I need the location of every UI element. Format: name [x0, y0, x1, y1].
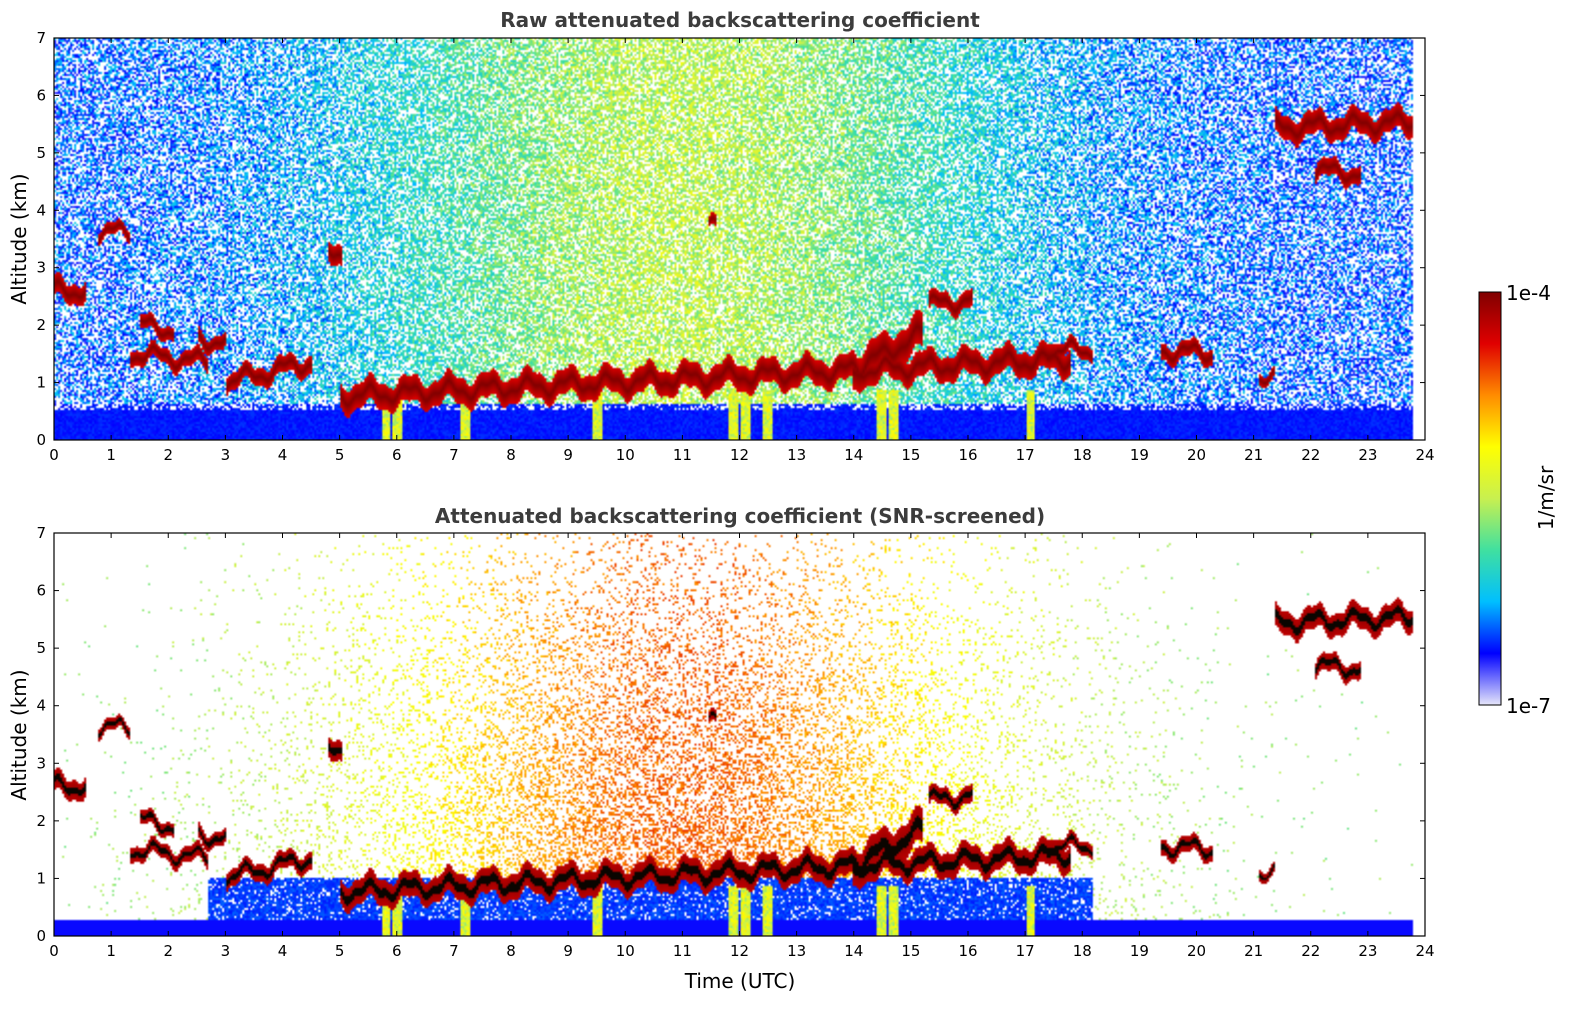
bottom-x-tick-label: 10: [616, 942, 635, 960]
colorbar-unit-label: 1/m/sr: [1534, 465, 1558, 530]
top-x-tick-label: 9: [563, 446, 573, 464]
top-x-tick-label: 7: [449, 446, 459, 464]
bottom-y-tick-label: 4: [36, 697, 46, 715]
bottom-y-tick-label: 2: [36, 812, 46, 830]
top-panel: Raw attenuated backscattering coefficien…: [7, 8, 1435, 464]
bottom-y-tick-label: 3: [36, 754, 46, 772]
top-x-tick-label: 23: [1358, 446, 1377, 464]
top-x-tick-label: 18: [1073, 446, 1092, 464]
colorbar-gradient: [1478, 291, 1502, 706]
top-x-tick-label: 16: [958, 446, 977, 464]
bottom-x-tick-label: 16: [958, 942, 977, 960]
bottom-x-tick-label: 12: [730, 942, 749, 960]
top-x-tick-label: 0: [49, 446, 59, 464]
top-backscatter-heatmap: [54, 38, 1425, 440]
top-y-tick-label: 6: [36, 86, 46, 104]
top-chart-title: Raw attenuated backscattering coefficien…: [500, 8, 980, 32]
x-axis-label: Time (UTC): [684, 969, 796, 993]
bottom-x-tick-label: 18: [1073, 942, 1092, 960]
top-x-tick-label: 3: [221, 446, 231, 464]
bottom-x-tick-label: 11: [673, 942, 692, 960]
top-y-axis-label: Altitude (km): [7, 173, 31, 304]
top-x-tick-label: 14: [844, 446, 863, 464]
bottom-x-tick-label: 17: [1016, 942, 1035, 960]
bottom-y-axis: 0 1 2 3 4 5 6 7: [36, 524, 1425, 945]
top-x-tick-label: 4: [278, 446, 288, 464]
bottom-x-tick-label: 6: [392, 942, 402, 960]
bottom-x-tick-label: 5: [335, 942, 345, 960]
top-x-tick-label: 15: [901, 446, 920, 464]
bottom-chart-title: Attenuated backscattering coefficient (S…: [435, 504, 1045, 528]
bottom-panel: Attenuated backscattering coefficient (S…: [7, 504, 1435, 993]
colorbar-max-label: 1e-4: [1506, 281, 1551, 305]
top-x-tick-label: 5: [335, 446, 345, 464]
bottom-x-tick-label: 2: [163, 942, 173, 960]
top-x-tick-label: 2: [163, 446, 173, 464]
bottom-y-tick-label: 5: [36, 639, 46, 657]
bottom-backscatter-heatmap: [54, 533, 1425, 936]
bottom-x-tick-label: 7: [449, 942, 459, 960]
bottom-x-tick-label: 19: [1130, 942, 1149, 960]
top-y-axis: 0 1 2 3 4 5 6 7: [36, 29, 1425, 449]
bottom-y-tick-label: 7: [36, 524, 46, 542]
bottom-y-tick-label: 6: [36, 582, 46, 600]
colorbar: 1e-4 1e-7 1/m/sr: [1478, 281, 1558, 718]
bottom-x-tick-label: 22: [1301, 942, 1320, 960]
top-x-tick-label: 24: [1415, 446, 1434, 464]
top-x-axis: 0 1 2 3 4 5 6 7 8 9 10 11 12 13 14 15 16 17 18 19 20 21 22 23 24: [49, 38, 1435, 464]
bottom-y-tick-label: 1: [36, 869, 46, 887]
top-x-tick-label: 21: [1244, 446, 1263, 464]
top-y-tick-label: 4: [36, 201, 46, 219]
bottom-x-tick-label: 14: [844, 942, 863, 960]
bottom-x-tick-label: 20: [1187, 942, 1206, 960]
top-x-tick-label: 22: [1301, 446, 1320, 464]
top-x-tick-label: 6: [392, 446, 402, 464]
bottom-x-tick-label: 21: [1244, 942, 1263, 960]
top-y-tick-label: 1: [36, 374, 46, 392]
bottom-x-tick-label: 8: [506, 942, 516, 960]
top-y-tick-label: 0: [36, 431, 46, 449]
bottom-x-tick-label: 0: [49, 942, 59, 960]
top-x-tick-label: 8: [506, 446, 516, 464]
top-x-tick-label: 20: [1187, 446, 1206, 464]
top-x-tick-label: 10: [616, 446, 635, 464]
top-x-tick-label: 1: [106, 446, 116, 464]
bottom-x-axis: 0 1 2 3 4 5 6 7 8 9 10 11 12 13 14 15 16 17 18 19 20 21 22 23 24: [49, 533, 1435, 960]
colorbar-min-label: 1e-7: [1506, 694, 1551, 718]
top-y-tick-label: 5: [36, 144, 46, 162]
top-x-tick-label: 19: [1130, 446, 1149, 464]
top-x-tick-label: 17: [1016, 446, 1035, 464]
top-y-tick-label: 7: [36, 29, 46, 47]
bottom-x-tick-label: 23: [1358, 942, 1377, 960]
top-y-tick-label: 2: [36, 316, 46, 334]
bottom-x-tick-label: 24: [1415, 942, 1434, 960]
top-x-tick-label: 11: [673, 446, 692, 464]
bottom-x-tick-label: 15: [901, 942, 920, 960]
bottom-x-tick-label: 3: [221, 942, 231, 960]
bottom-y-tick-label: 0: [36, 927, 46, 945]
bottom-x-tick-label: 1: [106, 942, 116, 960]
bottom-x-tick-label: 4: [278, 942, 288, 960]
top-x-tick-label: 12: [730, 446, 749, 464]
top-y-tick-label: 3: [36, 259, 46, 277]
bottom-x-tick-label: 9: [563, 942, 573, 960]
bottom-x-tick-label: 13: [787, 942, 806, 960]
bottom-y-axis-label: Altitude (km): [7, 669, 31, 800]
top-x-tick-label: 13: [787, 446, 806, 464]
